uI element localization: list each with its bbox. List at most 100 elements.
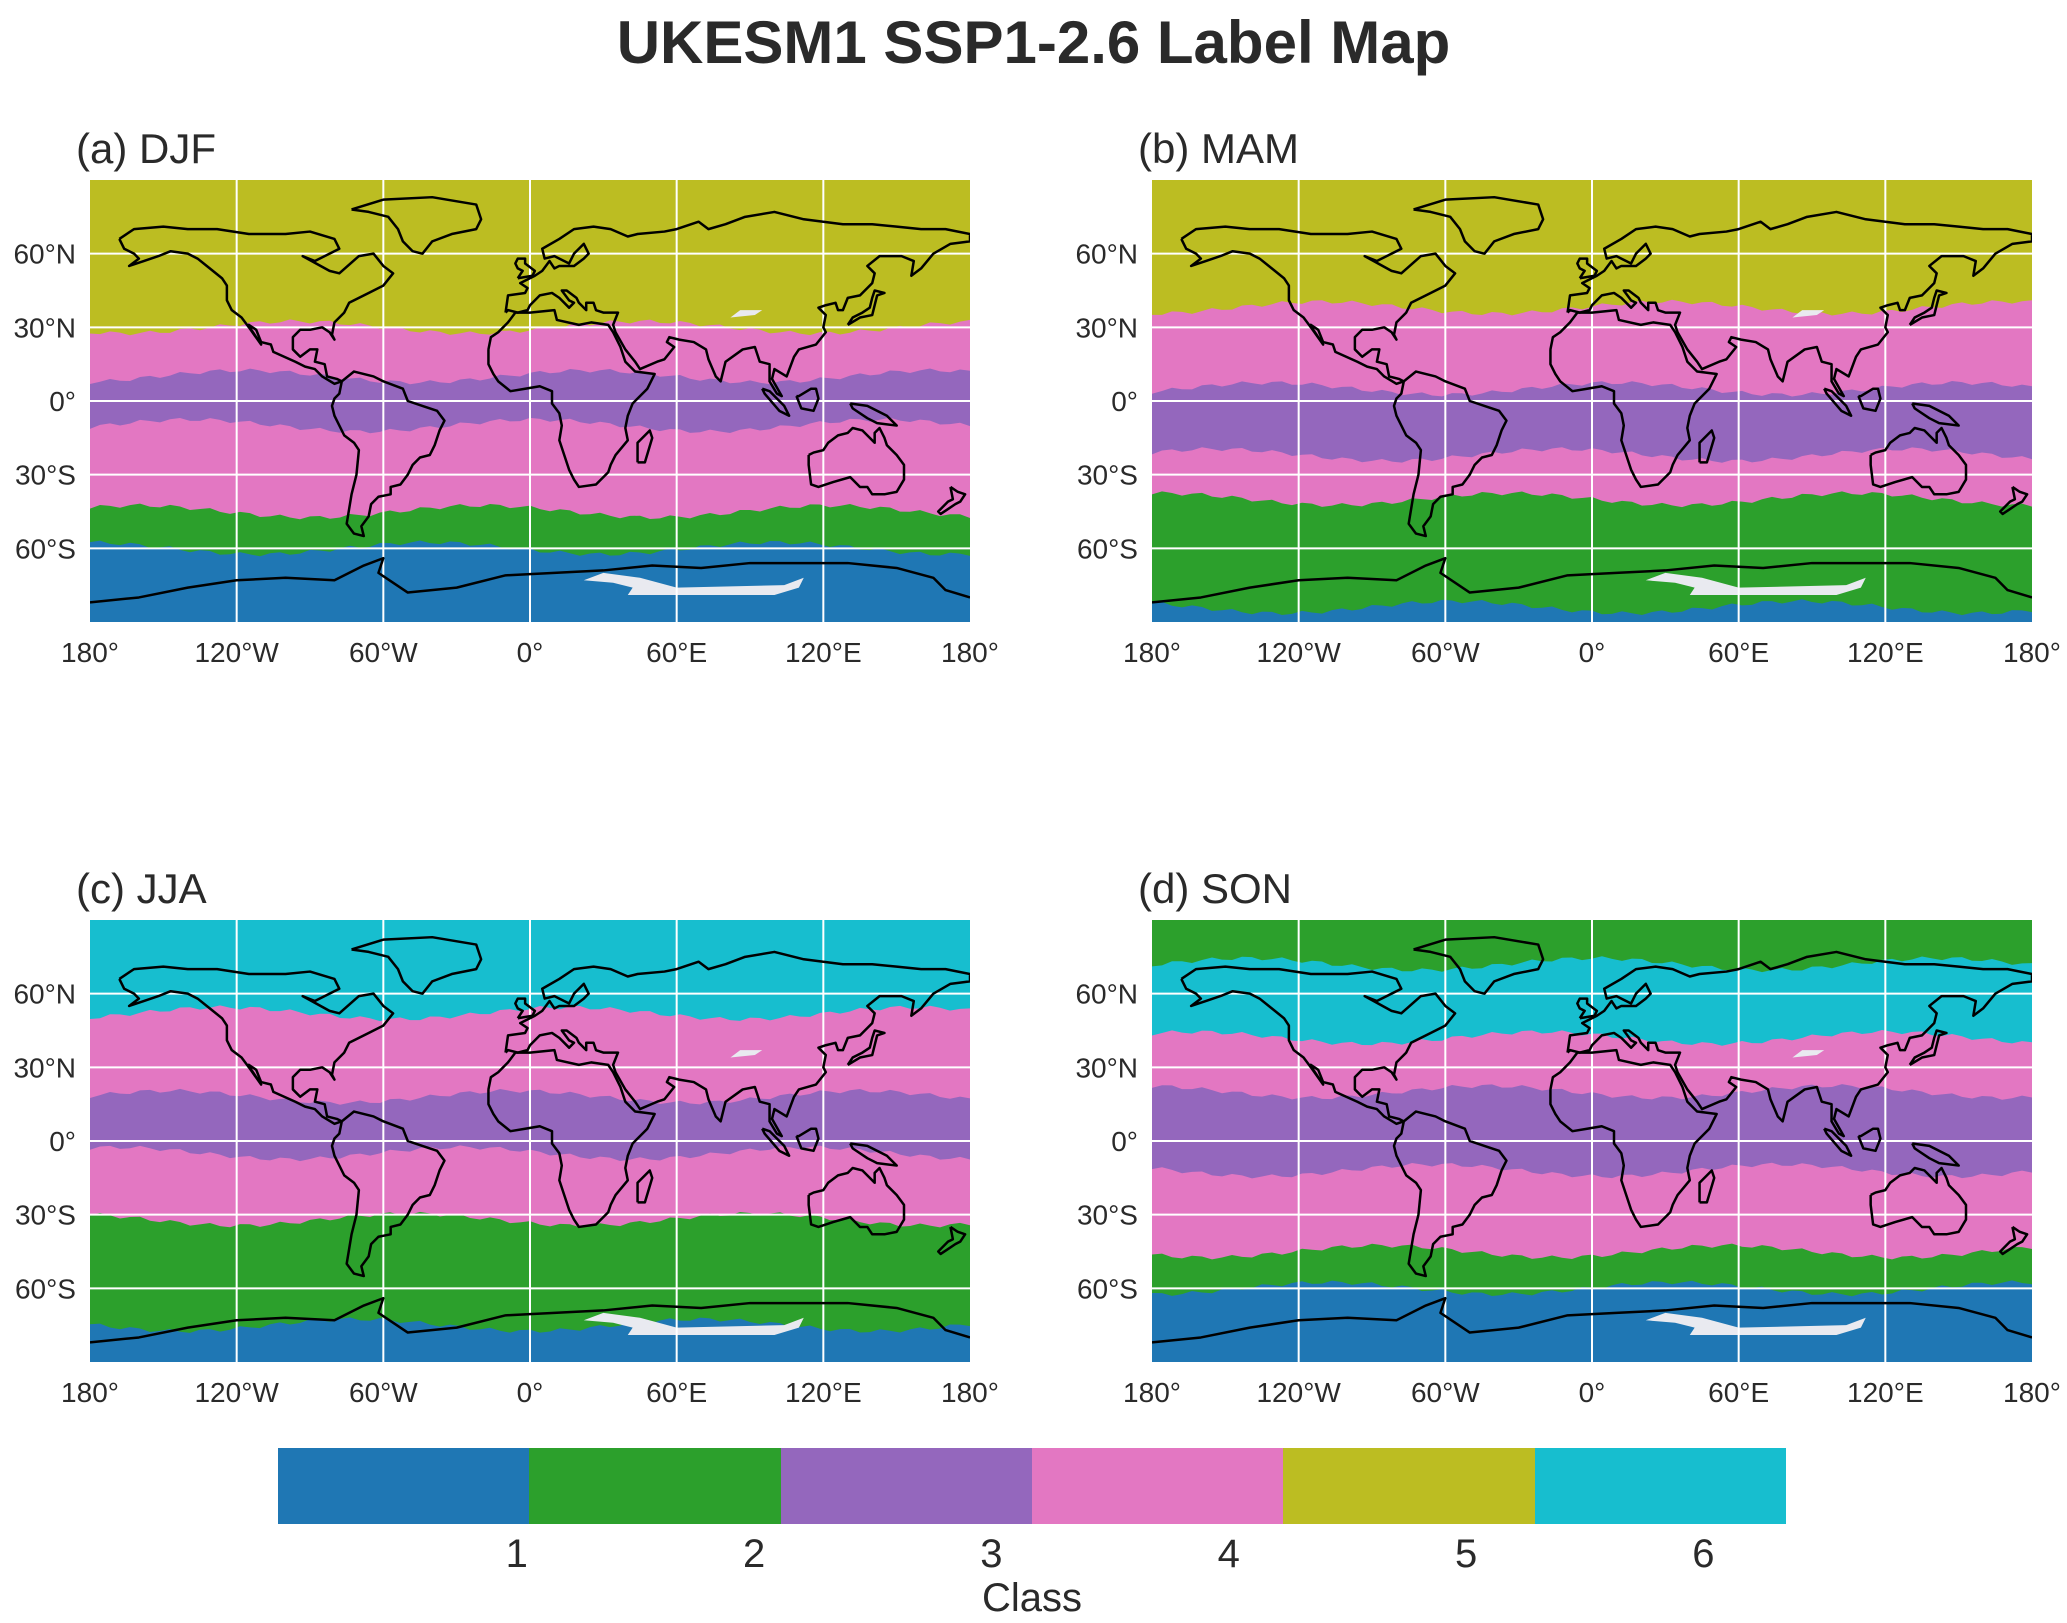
- plateau-patch: [730, 310, 763, 318]
- x-tick-label: 120°W: [1256, 637, 1341, 668]
- colorbar-label: 3: [980, 1532, 1003, 1576]
- x-tick-label: 60°W: [1411, 1377, 1480, 1408]
- colorbar-segment-4: [1031, 1448, 1284, 1524]
- coastline: [761, 387, 791, 417]
- coastline: [514, 257, 537, 280]
- y-tick-label: 0°: [49, 1126, 76, 1157]
- panel-title: (b) MAM: [1138, 125, 1299, 172]
- colorbar-label: 1: [505, 1532, 528, 1576]
- coastline: [514, 997, 537, 1020]
- coastline: [1911, 402, 1960, 427]
- coastline: [1908, 1029, 1948, 1066]
- y-tick-label: 60°S: [15, 533, 76, 564]
- colorbar-label: 2: [742, 1532, 766, 1576]
- x-tick-label: 120°W: [194, 637, 279, 668]
- coastline: [1698, 1169, 1716, 1204]
- y-tick-label: 60°S: [15, 1273, 76, 1304]
- y-tick-label: 30°S: [1077, 1200, 1138, 1231]
- coastline: [504, 950, 970, 1138]
- x-tick-label: 60°W: [349, 637, 418, 668]
- coastline: [1869, 426, 1968, 496]
- y-tick-label: 30°N: [13, 312, 76, 343]
- y-tick-label: 30°N: [13, 1052, 76, 1083]
- colorbar: [278, 1448, 1786, 1524]
- colorbar-segment-3: [780, 1448, 1032, 1524]
- coastline: [1180, 225, 1457, 386]
- coastline: [504, 210, 970, 398]
- y-tick-label: 30°S: [15, 1200, 76, 1231]
- x-tick-label: 180°: [2003, 637, 2061, 668]
- x-tick-label: 180°: [61, 1377, 119, 1408]
- x-tick-label: 120°E: [785, 637, 862, 668]
- x-tick-label: 180°: [1123, 637, 1181, 668]
- coastline: [1180, 965, 1457, 1126]
- coastline: [1392, 370, 1508, 538]
- colorbar-label: 4: [1217, 1532, 1240, 1576]
- colorbar-label: 5: [1454, 1532, 1478, 1576]
- map-plot: 180° 120°W 60°W 0° 60°E 120°E 180° 60°N 30°N 0° 30…: [13, 180, 999, 668]
- coastline: [1869, 1166, 1968, 1236]
- coastline: [636, 429, 654, 464]
- y-tick-label: 60°N: [1075, 239, 1138, 270]
- ice-shelf-patch: [1645, 1312, 1866, 1335]
- y-tick-label: 30°N: [1075, 312, 1138, 343]
- colorbar-label: 6: [1692, 1532, 1715, 1576]
- coastline: [1576, 997, 1599, 1020]
- coastline: [1549, 1048, 1718, 1229]
- coastline: [807, 426, 906, 496]
- x-tick-label: 0°: [517, 637, 544, 668]
- map-plot: 180° 120°W 60°W 0° 60°E 120°E 180° 60°N 30°N 0° 30…: [1075, 180, 2061, 668]
- y-tick-label: 60°N: [13, 239, 76, 270]
- x-tick-label: 120°W: [1256, 1377, 1341, 1408]
- coastline: [1549, 308, 1718, 489]
- coastline: [1392, 1110, 1508, 1278]
- x-tick-label: 60°E: [646, 637, 707, 668]
- x-tick-label: 180°: [2003, 1377, 2061, 1408]
- y-tick-label: 0°: [1111, 386, 1138, 417]
- x-tick-label: 60°E: [646, 1377, 707, 1408]
- map-plot: 180° 120°W 60°W 0° 60°E 120°E 180° 60°N 30°N 0° 30…: [1075, 920, 2061, 1408]
- coastline: [118, 965, 395, 1126]
- panel-title: (d) SON: [1138, 865, 1293, 912]
- coastline: [1857, 387, 1882, 413]
- y-tick-label: 60°N: [13, 979, 76, 1010]
- x-tick-label: 60°E: [1708, 1377, 1769, 1408]
- coastline: [636, 1169, 654, 1204]
- y-tick-label: 30°N: [1075, 1052, 1138, 1083]
- x-tick-label: 120°E: [1847, 637, 1924, 668]
- x-tick-label: 0°: [517, 1377, 544, 1408]
- x-tick-label: 60°W: [349, 1377, 418, 1408]
- coastline: [846, 1029, 886, 1066]
- map-plot: 180° 120°W 60°W 0° 60°E 120°E 180° 60°N 30°N 0° 30…: [13, 920, 999, 1408]
- ice-shelf-patch: [583, 572, 804, 595]
- coastline: [1152, 556, 2032, 604]
- coastline: [330, 370, 446, 538]
- coastline: [351, 195, 483, 255]
- plateau-patch: [1792, 1050, 1825, 1058]
- coastline: [1413, 195, 1545, 255]
- y-tick-label: 60°N: [1075, 979, 1138, 1010]
- x-tick-label: 180°: [61, 637, 119, 668]
- coastline: [1152, 1296, 2032, 1344]
- plateau-patch: [1792, 310, 1825, 318]
- coastline: [1576, 257, 1599, 280]
- x-tick-label: 180°: [1123, 1377, 1181, 1408]
- x-tick-label: 0°: [1579, 637, 1606, 668]
- coastline: [351, 935, 483, 995]
- coastline: [90, 556, 970, 604]
- plateau-patch: [730, 1050, 763, 1058]
- coastline: [1566, 950, 2032, 1138]
- coastline: [1998, 1225, 2029, 1256]
- colorbar-segment-1: [278, 1448, 530, 1524]
- coastline: [1908, 289, 1948, 326]
- coastline: [118, 225, 395, 386]
- ice-shelf-patch: [583, 1312, 804, 1335]
- x-tick-label: 120°E: [1847, 1377, 1924, 1408]
- coastline: [487, 308, 656, 489]
- coastline: [936, 1225, 967, 1256]
- panel-title: (a) DJF: [76, 125, 216, 172]
- x-tick-label: 180°: [941, 1377, 999, 1408]
- coastline: [795, 1127, 820, 1153]
- figure-title: UKESM1 SSP1-2.6 Label Map: [616, 9, 1451, 76]
- x-tick-label: 180°: [941, 637, 999, 668]
